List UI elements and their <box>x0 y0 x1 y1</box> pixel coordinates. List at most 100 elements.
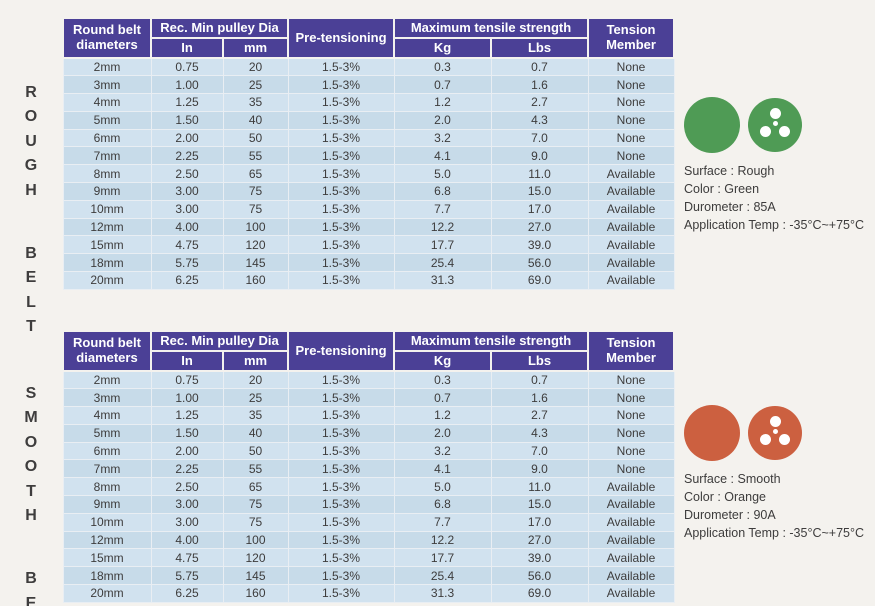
table-cell: 1.5-3% <box>287 370 395 390</box>
table-cell: 31.3 <box>393 584 492 603</box>
table-cell: 10mm <box>62 512 152 532</box>
table-cell: 1.5-3% <box>287 566 395 586</box>
table-row: 18mm 5.75 145 1.5-3% 25.4 56.0 Available <box>62 253 675 273</box>
col-header-round-belt-diameters: Round belt diameters <box>62 17 152 59</box>
table-row: 12mm 4.00 100 1.5-3% 12.2 27.0 Available <box>62 530 675 550</box>
surface-spec: Surface : Smooth <box>684 472 781 486</box>
table-cell: 35 <box>222 406 289 425</box>
table-cell: 4.00 <box>150 217 224 237</box>
table-cell: 65 <box>222 477 289 497</box>
table-cell: 0.7 <box>393 388 492 408</box>
table-cell: 3.00 <box>150 199 224 219</box>
table-cell: 8mm <box>62 477 152 497</box>
table-cell: 15.0 <box>490 495 589 514</box>
table-cell: 1.50 <box>150 110 224 130</box>
table-cell: 2.50 <box>150 164 224 184</box>
table-cell: 2.0 <box>393 423 492 443</box>
table-cell: 1.5-3% <box>287 441 395 461</box>
table-cell: 55 <box>222 146 289 166</box>
rough-table-body: 2mm 0.75 20 1.5-3% 0.3 0.7 None 3mm 1.00 25 1.5-3%… <box>62 57 675 290</box>
col-header-rec-min-pulley-dia: Rec. Min pulley Dia <box>149 330 290 352</box>
smooth-belt-vertical-label: S M O O T H B E L T <box>16 357 46 606</box>
table-cell: 20mm <box>62 584 152 603</box>
table-cell: 4.3 <box>490 423 589 443</box>
table-cell: 1.5-3% <box>287 548 395 568</box>
table-cell: 6.8 <box>393 495 492 514</box>
table-row: 15mm 4.75 120 1.5-3% 17.7 39.0 Available <box>62 235 675 255</box>
col-header-in: In <box>150 350 224 372</box>
table-cell: None <box>587 110 675 130</box>
table-cell: Available <box>587 512 675 532</box>
rough-label-word-rough: R O U G H <box>24 83 38 199</box>
table-cell: 3mm <box>62 388 152 408</box>
table-cell: 15mm <box>62 235 152 255</box>
table-cell: 5.0 <box>393 477 492 497</box>
table-cell: 1.2 <box>393 93 492 112</box>
table-cell: None <box>587 423 675 443</box>
table-cell: Available <box>587 477 675 497</box>
table-row: 5mm 1.50 40 1.5-3% 2.0 4.3 None <box>62 423 675 443</box>
cord-dot-center <box>772 121 778 126</box>
table-cell: 9mm <box>62 182 152 201</box>
table-cell: 4.1 <box>393 459 492 479</box>
table-cell: 1.5-3% <box>287 512 395 532</box>
table-cell: 39.0 <box>490 548 589 568</box>
table-cell: 2.50 <box>150 477 224 497</box>
table-cell: 35 <box>222 93 289 112</box>
table-cell: 7mm <box>62 459 152 479</box>
table-cell: Available <box>587 566 675 586</box>
table-cell: None <box>587 388 675 408</box>
table-cell: None <box>587 146 675 166</box>
col-header-round-belt-diameters: Round belt diameters <box>62 330 152 372</box>
smooth-table-body: 2mm 0.75 20 1.5-3% 0.3 0.7 None 3mm 1.00 25 1.5-3%… <box>62 370 675 603</box>
table-cell: 145 <box>222 253 289 273</box>
table-cell: 1.5-3% <box>287 271 395 290</box>
table-cell: 20 <box>222 370 289 390</box>
table-cell: 75 <box>222 182 289 201</box>
table-cell: 100 <box>222 217 289 237</box>
table-cell: 7mm <box>62 146 152 166</box>
table-row: 4mm 1.25 35 1.5-3% 1.2 2.7 None <box>62 406 675 425</box>
table-cell: 1.5-3% <box>287 253 395 273</box>
table-cell: Available <box>587 548 675 568</box>
cord-dot <box>760 126 771 137</box>
table-cell: 0.75 <box>150 57 224 77</box>
table-cell: 1.5-3% <box>287 388 395 408</box>
col-header-in: In <box>150 37 224 59</box>
table-cell: Available <box>587 199 675 219</box>
table-row: 5mm 1.50 40 1.5-3% 2.0 4.3 None <box>62 110 675 130</box>
smooth-label-word-smooth: S M O O T H <box>24 384 38 525</box>
rough-table-header: Round belt diameters Rec. Min pulley Dia… <box>62 17 676 59</box>
table-cell: 17.0 <box>490 512 589 532</box>
table-cell: 17.0 <box>490 199 589 219</box>
table-cell: 3mm <box>62 75 152 95</box>
table-cell: 1.5-3% <box>287 495 395 514</box>
table-cell: 1.00 <box>150 388 224 408</box>
table-cell: 25 <box>222 388 289 408</box>
table-cell: 3.2 <box>393 128 492 148</box>
rough-belt-solid-circle-icon <box>684 97 740 153</box>
table-cell: 1.6 <box>490 75 589 95</box>
table-row: 20mm 6.25 160 1.5-3% 31.3 69.0 Available <box>62 584 675 603</box>
smooth-belt-table: Round belt diameters Rec. Min pulley Dia… <box>62 330 676 603</box>
table-cell: 1.5-3% <box>287 423 395 443</box>
table-cell: Available <box>587 217 675 237</box>
table-cell: 4.3 <box>490 110 589 130</box>
table-row: 20mm 6.25 160 1.5-3% 31.3 69.0 Available <box>62 271 675 290</box>
table-cell: 1.5-3% <box>287 459 395 479</box>
table-cell: 6.25 <box>150 584 224 603</box>
table-cell: 65 <box>222 164 289 184</box>
table-row: 15mm 4.75 120 1.5-3% 17.7 39.0 Available <box>62 548 675 568</box>
table-cell: 10mm <box>62 199 152 219</box>
table-row: 8mm 2.50 65 1.5-3% 5.0 11.0 Available <box>62 164 675 184</box>
rough-belt-spec-lines: Surface : Rough Color : Green Durometer … <box>684 162 875 234</box>
table-row: 2mm 0.75 20 1.5-3% 0.3 0.7 None <box>62 370 675 390</box>
table-row: 2mm 0.75 20 1.5-3% 0.3 0.7 None <box>62 57 675 77</box>
table-cell: 39.0 <box>490 235 589 255</box>
table-cell: 4.1 <box>393 146 492 166</box>
smooth-belt-cord-cross-section-icon <box>748 406 802 460</box>
table-cell: 5.75 <box>150 566 224 586</box>
col-header-max-tensile-strength: Maximum tensile strength <box>393 330 590 352</box>
smooth-belt-solid-circle-icon <box>684 405 740 461</box>
table-cell: 2.00 <box>150 441 224 461</box>
